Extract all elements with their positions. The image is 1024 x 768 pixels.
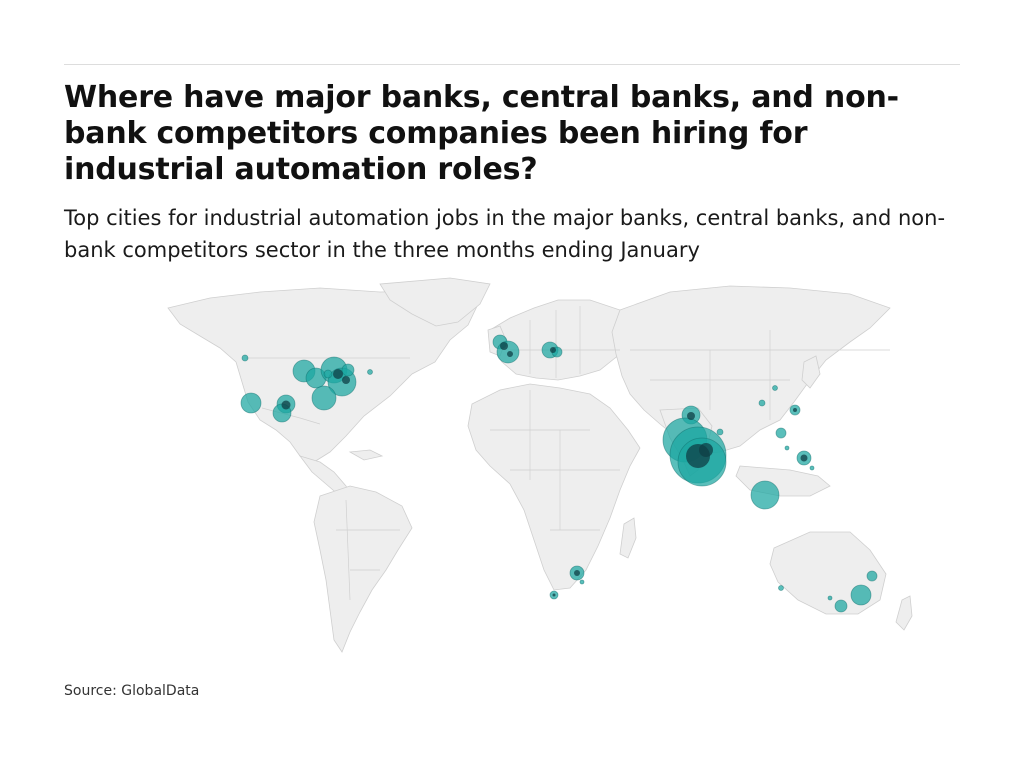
city-bubble [579,579,585,585]
city-bubble-core [281,400,291,410]
city-bubble [240,392,262,414]
source-note: Source: GlobalData [64,683,200,699]
city-bubble [778,585,784,591]
chart-subtitle: Top cities for industrial automation job… [64,206,946,262]
chart-title: Where have major banks, central banks, a… [64,80,899,187]
city-bubble [866,570,878,582]
world-map [150,270,930,660]
city-bubble [827,595,833,601]
city-bubble-core [333,369,343,379]
city-bubble [367,369,373,375]
city-bubble [716,428,724,436]
city-bubble-core [550,347,556,353]
asia-landmass [611,285,891,455]
europe-landmass [489,299,627,381]
city-bubble-core [800,454,808,462]
city-bubble [772,385,778,391]
city-bubble [341,363,355,377]
africa-landmass [467,383,641,591]
city-bubble-core [574,570,580,576]
south-america-landmass [313,485,413,653]
city-bubble [323,369,333,379]
top-divider [64,64,960,65]
city-bubble-core [699,443,713,457]
asia-borders [630,330,890,420]
caribbean-islands [348,449,384,461]
japan-landmass [801,355,821,389]
city-bubble [784,445,790,451]
city-bubble-core [500,342,508,350]
city-bubble [809,465,815,471]
city-bubble [834,599,848,613]
land-layer [167,277,913,653]
map-svg [167,277,913,653]
europe-borders [510,306,620,378]
city-bubble-core [342,376,350,384]
madagascar-landmass [619,517,637,559]
city-bubble [750,480,780,510]
new-zealand-landmass [895,595,913,631]
south-america-borders [336,499,400,601]
city-bubble [758,399,766,407]
city-bubble-core [507,351,513,357]
country-borders [246,306,890,601]
greenland-landmass [379,277,491,327]
city-bubble [311,385,337,411]
southeast-asia-islands [735,465,831,497]
city-bubble-core [687,412,695,420]
city-bubble [241,354,249,362]
city-bubble-core [793,408,797,412]
city-bubble [775,427,787,439]
africa-borders [490,390,620,531]
city-bubble [850,584,872,606]
city-bubble-cores [281,342,808,597]
city-bubble-core [552,593,556,597]
